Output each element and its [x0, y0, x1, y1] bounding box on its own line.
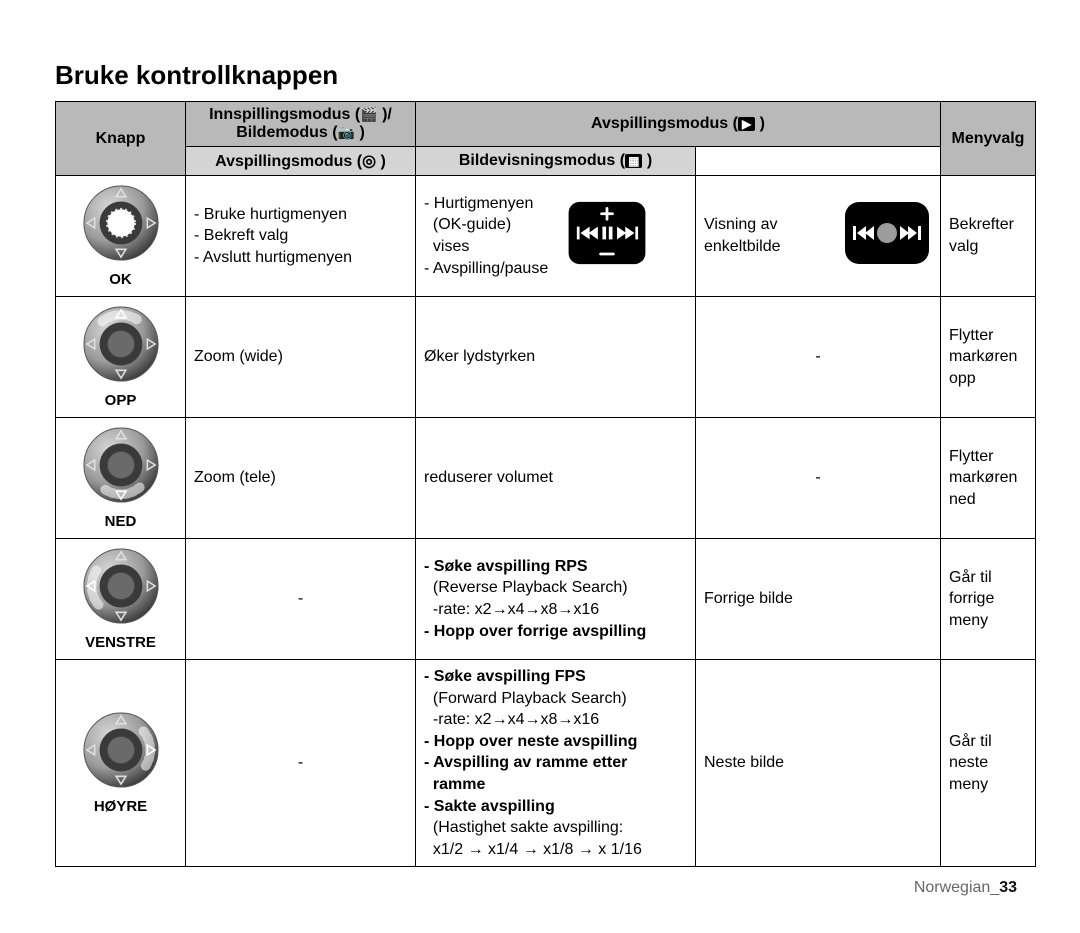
innspilling-cell: - Bruke hurtigmenyen- Bekreft valg- Avsl…: [186, 176, 416, 297]
play-box-icon: ▶: [738, 117, 755, 131]
th-avspilling-sub: Avspillingsmodus (◎ ): [186, 147, 416, 176]
page-title: Bruke kontrollknappen: [55, 60, 1025, 91]
knapp-cell-opp: OPP: [56, 297, 186, 418]
camera-icon: 📷: [338, 124, 355, 140]
th-menyvalg: Menyvalg: [941, 102, 1036, 176]
table-row: HØYRE-- Søke avspilling FPS (Forward Pla…: [56, 660, 1036, 867]
image-nav-pad-icon: [842, 201, 932, 272]
avspilling-cell: reduserer volumet: [416, 418, 696, 539]
table-row: NED Zoom (tele)reduserer volumet-Flytter …: [56, 418, 1036, 539]
menyvalg-cell: Flytter markøren opp: [941, 297, 1036, 418]
control-dial-icon: [82, 184, 160, 262]
table-row: OPP Zoom (wide)Øker lydstyrken-Flytter ma…: [56, 297, 1036, 418]
bildevisning-cell: -: [696, 418, 941, 539]
video-icon: 🎬: [360, 106, 377, 122]
knapp-label: HØYRE: [60, 798, 181, 815]
photo-box-icon: ▦: [625, 154, 642, 168]
avspilling-cell: Øker lydstyrken: [416, 297, 696, 418]
knapp-label: VENSTRE: [60, 634, 181, 651]
knapp-label: NED: [60, 513, 181, 530]
knapp-cell-ned: NED: [56, 418, 186, 539]
avspilling-cell: - Søke avspilling RPS (Reverse Playback …: [416, 539, 696, 660]
avspilling-cell: - Søke avspilling FPS (Forward Playback …: [416, 660, 696, 867]
knapp-cell-venstre: VENSTRE: [56, 539, 186, 660]
knapp-cell-hoyre: HØYRE: [56, 660, 186, 867]
table-row: VENSTRE-- Søke avspilling RPS (Reverse P…: [56, 539, 1036, 660]
knapp-cell-ok: OK: [56, 176, 186, 297]
playback-pad-icon: [562, 201, 652, 272]
th-innspilling: Innspillingsmodus (🎬 )/ Bildemodus (📷 ): [186, 102, 416, 147]
page-footer: Norwegian_33: [55, 879, 1025, 897]
innspilling-cell: -: [186, 539, 416, 660]
bildevisning-cell: Forrige bilde: [696, 539, 941, 660]
th-avspilling-top: Avspillingsmodus (▶ ): [416, 102, 941, 147]
knapp-label: OK: [60, 271, 181, 288]
menyvalg-cell: Bekrefter valg: [941, 176, 1036, 297]
bildevisning-cell: Neste bilde: [696, 660, 941, 867]
knapp-label: OPP: [60, 392, 181, 409]
disc-icon: ◎: [362, 153, 376, 170]
control-dial-icon: [82, 711, 160, 789]
menyvalg-cell: Går til forrige meny: [941, 539, 1036, 660]
control-dial-icon: [82, 426, 160, 504]
table-row: OK - Bruke hurtigmenyen- Bekreft valg- Av…: [56, 176, 1036, 297]
bildevisning-cell: -: [696, 297, 941, 418]
menyvalg-cell: Går til neste meny: [941, 660, 1036, 867]
innspilling-cell: Zoom (wide): [186, 297, 416, 418]
menyvalg-cell: Flytter markøren ned: [941, 418, 1036, 539]
th-bildevisning: Bildevisningsmodus (▦ ): [416, 147, 696, 176]
bildevisning-cell: Visning av enkeltbilde: [696, 176, 941, 297]
control-dial-icon: [82, 547, 160, 625]
innspilling-cell: -: [186, 660, 416, 867]
control-table: Knapp Innspillingsmodus (🎬 )/ Bildemodus…: [55, 101, 1036, 867]
avspilling-cell: - Hurtigmenyen (OK-guide) vises- Avspill…: [416, 176, 696, 297]
th-knapp: Knapp: [56, 102, 186, 176]
control-dial-icon: [82, 305, 160, 383]
innspilling-cell: Zoom (tele): [186, 418, 416, 539]
